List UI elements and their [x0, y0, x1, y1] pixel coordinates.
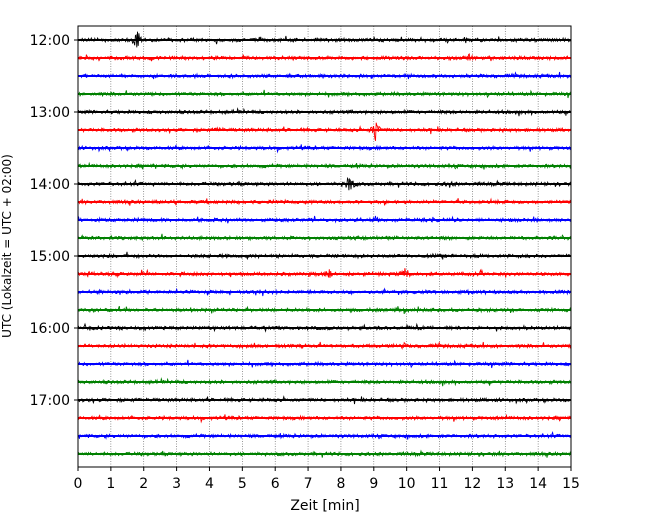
y-tick-label: 17:00: [30, 393, 70, 409]
x-tick-label: 2: [139, 476, 148, 492]
x-tick-label: 0: [74, 476, 83, 492]
y-axis-ticks: 12:00 13:00 14:00 15:00 16:00 17:00: [30, 33, 78, 409]
y-tick-label: 14:00: [30, 177, 70, 193]
y-axis-label: UTC (Lokalzeit = UTC + 02:00): [0, 154, 14, 338]
x-tick-label: 5: [238, 476, 247, 492]
x-tick-label: 13: [496, 476, 514, 492]
grid-lines: [110, 26, 539, 467]
x-tick-label: 7: [304, 476, 313, 492]
x-tick-label: 8: [336, 476, 345, 492]
x-tick-label: 11: [431, 476, 449, 492]
x-tick-label: 12: [463, 476, 481, 492]
trace-line-5: [77, 122, 571, 141]
x-axis-label: Zeit [min]: [290, 498, 359, 514]
x-tick-label: 9: [369, 476, 378, 492]
x-tick-label: 1: [106, 476, 115, 492]
trace-lines: [77, 31, 572, 458]
plot-frame: [77, 25, 572, 468]
x-tick-label: 14: [529, 476, 547, 492]
x-tick-label: 6: [271, 476, 280, 492]
x-tick-label: 15: [562, 476, 580, 492]
x-axis-ticks: 0 1 2 3 4 5 6 7 8 9 10 11 12 13 14 15: [74, 467, 580, 492]
x-tick-label: 3: [172, 476, 181, 492]
y-tick-label: 16:00: [30, 321, 70, 337]
y-tick-label: 12:00: [30, 33, 70, 49]
x-tick-label: 10: [398, 476, 416, 492]
y-tick-label: 15:00: [30, 249, 70, 265]
y-tick-label: 13:00: [30, 105, 70, 121]
x-tick-label: 4: [205, 476, 214, 492]
